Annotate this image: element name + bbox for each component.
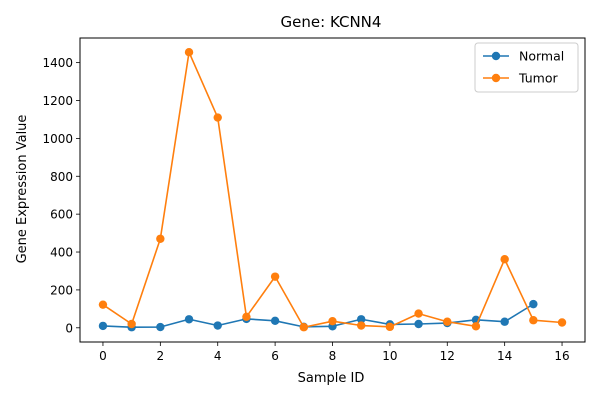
y-tick-label: 1000 (42, 132, 73, 146)
data-point-normal (98, 321, 108, 331)
x-tick-label: 10 (382, 349, 397, 363)
x-tick-label: 2 (157, 349, 165, 363)
data-point-normal (213, 321, 222, 330)
data-point-tumor (127, 319, 136, 329)
data-point-normal (529, 299, 538, 309)
plot-frame (79, 37, 586, 343)
data-point-tumor (98, 300, 108, 309)
data-point-tumor (156, 234, 165, 243)
data-point-normal (356, 315, 366, 324)
series-layer (98, 48, 567, 332)
data-point-tumor (184, 48, 194, 57)
data-point-tumor (356, 321, 366, 330)
series-line-normal (102, 303, 534, 329)
data-point-tumor (328, 316, 337, 326)
data-point-tumor (557, 318, 567, 327)
data-point-tumor (443, 317, 452, 326)
series-line-tumor (102, 51, 563, 329)
y-tick-label: 1200 (42, 94, 73, 108)
data-point-tumor (270, 272, 280, 281)
data-point-normal (414, 319, 423, 329)
y-tick-label: 400 (50, 246, 73, 260)
legend-marker-normal (491, 51, 501, 61)
x-tick-label: 6 (271, 349, 279, 363)
x-axis: 0 2 4 6 8 10 12 14 16 (99, 342, 570, 363)
y-tick-label: 200 (50, 283, 73, 297)
legend-marker-tumor (491, 73, 501, 83)
legend-label-normal: Normal (519, 49, 564, 64)
data-point-tumor (213, 113, 222, 122)
y-tick-label: 0 (65, 321, 73, 335)
data-point-normal (184, 315, 194, 324)
data-point-tumor (500, 255, 509, 264)
data-point-tumor (529, 316, 538, 325)
data-point-normal (500, 317, 509, 326)
data-point-tumor (242, 312, 251, 322)
legend: Normal Tumor (474, 42, 579, 93)
x-tick-label: 14 (497, 349, 512, 363)
x-tick-label: 4 (214, 349, 222, 363)
data-point-normal (270, 316, 280, 325)
y-tick-label: 600 (50, 208, 73, 222)
data-point-tumor (299, 323, 309, 332)
x-axis-label: Sample ID (298, 371, 365, 386)
data-point-tumor (471, 322, 481, 331)
y-axis: 0 200 400 600 800 1000 1200 1400 (42, 56, 80, 335)
x-tick-label: 16 (554, 349, 569, 363)
legend-label-tumor: Tumor (518, 71, 558, 86)
x-tick-label: 8 (329, 349, 337, 363)
x-tick-label: 0 (99, 349, 107, 363)
x-tick-label: 12 (440, 349, 455, 363)
data-point-tumor (414, 309, 423, 318)
y-tick-label: 800 (50, 170, 73, 184)
data-point-normal (156, 322, 165, 332)
data-point-tumor (385, 322, 395, 332)
chart-title: Gene: KCNN4 (281, 13, 382, 31)
y-tick-label: 1400 (42, 56, 73, 70)
y-axis-label: Gene Expression Value (15, 115, 30, 264)
